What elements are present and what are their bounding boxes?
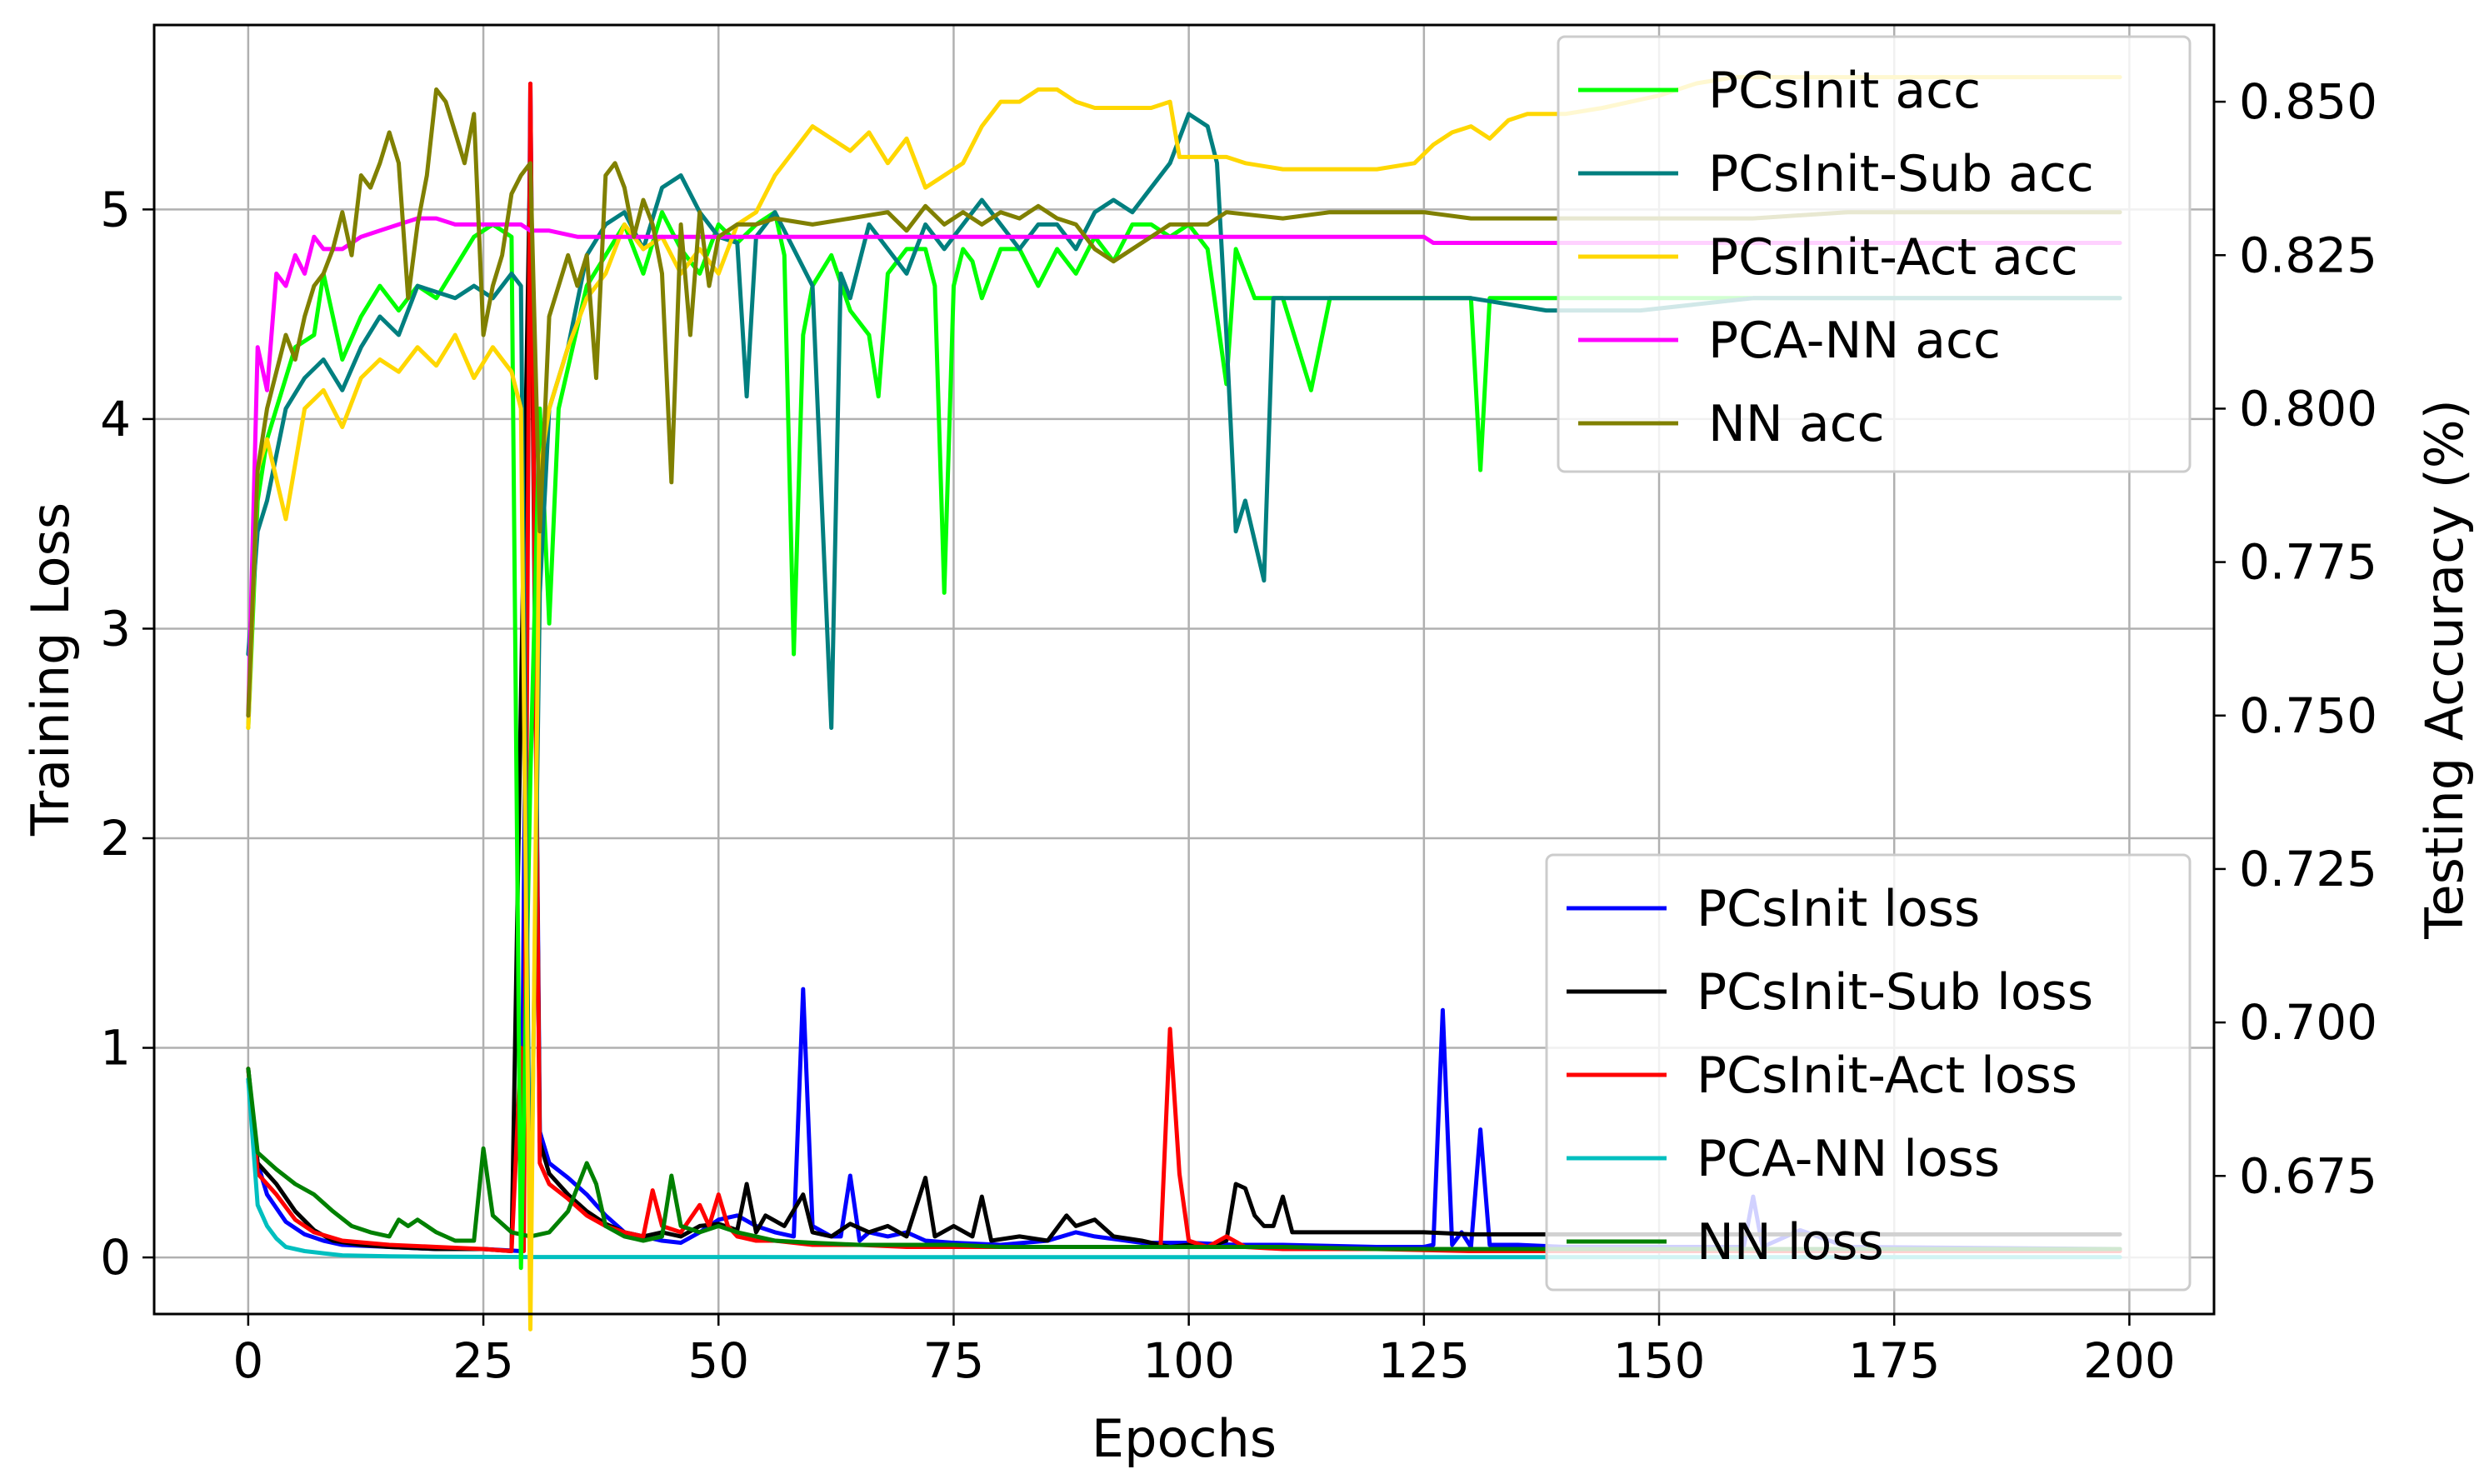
legend-label-pca-nn-acc: PCA-NN acc [1708, 312, 2001, 370]
y2-tick-label: 0.725 [2239, 841, 2377, 897]
accuracy-series-lines [246, 75, 2122, 1332]
y2-tick-label: 0.775 [2239, 534, 2377, 591]
y-tick-label: 0 [100, 1229, 131, 1286]
legend-label-pca-nn-loss: PCA-NN loss [1697, 1130, 2000, 1188]
legend-label-pcsinit-loss: PCsInit loss [1697, 880, 1980, 938]
legend-label-nn-loss: NN loss [1697, 1213, 1884, 1272]
y2-tick-label: 0.825 [2239, 227, 2377, 283]
x-tick-label: 75 [923, 1332, 985, 1389]
y2-tick-label: 0.675 [2239, 1147, 2377, 1204]
x-tick-label: 150 [1613, 1332, 1706, 1389]
legend-label-nn-acc: NN acc [1708, 395, 1885, 453]
y-tick-label: 3 [100, 600, 131, 657]
y-tick-label: 4 [100, 391, 131, 447]
y2-tick-label: 0.800 [2239, 380, 2377, 437]
series-line-nn-loss [246, 1067, 2122, 1252]
series-line-pcsinit-sub-acc [246, 112, 2122, 1271]
legend-label-pcsinit-act-loss: PCsInit-Act loss [1697, 1047, 2077, 1105]
x-tick-label: 200 [2083, 1332, 2176, 1389]
series-line-pcsinit-acc [246, 210, 2122, 1271]
plot-frame [152, 23, 2216, 1316]
y-tick-label: 1 [100, 1020, 131, 1077]
y2-tick-label: 0.700 [2239, 994, 2377, 1051]
y2-tick-label: 0.850 [2239, 73, 2377, 130]
legend-label-pcsinit-sub-loss: PCsInit-Sub loss [1697, 963, 2093, 1022]
legend-label-pcsinit-sub-acc: PCsInit-Sub acc [1708, 145, 2094, 203]
accuracy-legend: PCsInit acc PCsInit-Sub acc PCsInit-Act ac… [1557, 35, 2192, 473]
x-tick-label: 125 [1377, 1332, 1470, 1389]
series-line-pca-nn-loss [246, 1077, 2122, 1260]
legend-label-pcsinit-act-acc: PCsInit-Act acc [1708, 228, 2078, 287]
y-axis-title: Training Loss [20, 502, 81, 837]
x-tick-label: 50 [687, 1332, 749, 1389]
legend-label-pcsinit-acc: PCsInit acc [1708, 62, 1981, 120]
x-axis-title: Epochs [1092, 1408, 1277, 1469]
loss-legend: PCsInit loss PCsInit-Sub loss PCsInit-Act … [1545, 853, 2192, 1292]
x-tick-label: 0 [232, 1332, 263, 1389]
y-tick-label: 5 [100, 181, 131, 237]
loss-series-lines [246, 81, 2122, 1260]
y-tick-label: 2 [100, 810, 131, 867]
x-tick-label: 25 [452, 1332, 514, 1389]
x-tick-label: 100 [1142, 1332, 1235, 1389]
series-line-pca-nn-acc [246, 216, 2122, 718]
y-axis-right: 0.675 0.700 0.725 0.750 0.775 0.800 0.825 0.850 [2214, 73, 2377, 1204]
legend-frame [1545, 853, 2192, 1292]
y2-tick-label: 0.750 [2239, 687, 2377, 744]
series-line-pcsinit-act-acc [246, 75, 2122, 1332]
legend-frame [1557, 35, 2192, 473]
y2-axis-title: Testing Accuracy (%) [2414, 399, 2475, 940]
x-axis: 0 25 50 75 100 125 150 175 200 [232, 1314, 2176, 1389]
series-line-nn-acc [246, 87, 2122, 718]
x-tick-label: 175 [1848, 1332, 1941, 1389]
y-axis-left: 0 1 2 3 4 5 [100, 181, 154, 1286]
